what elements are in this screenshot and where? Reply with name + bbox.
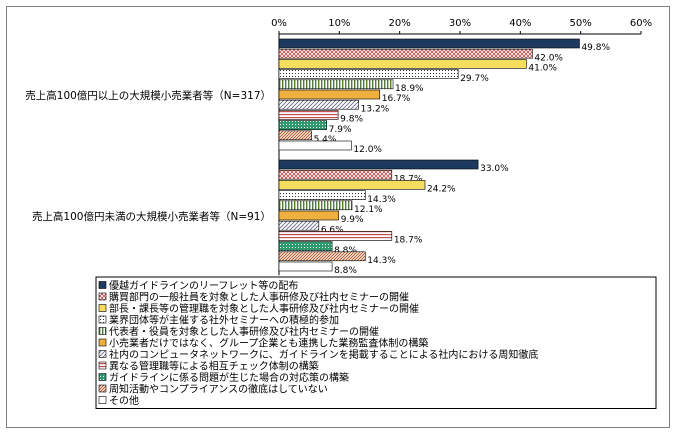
legend-label: 周知活動やコンプライアンスの徹底はしていない [109, 383, 328, 396]
bar [278, 140, 352, 151]
x-tick-label: 20% [389, 18, 411, 29]
data-label: 14.3% [367, 195, 396, 205]
legend-label: 部長・課長等の管理職を対象とした人事研修及び社内セミナーの開催 [109, 302, 419, 315]
data-label: 8.8% [334, 246, 357, 256]
legend-swatch [98, 292, 107, 301]
data-label: 12.1% [354, 205, 383, 215]
bar [278, 200, 353, 211]
chart-frame [6, 6, 670, 428]
legend-label: 業界団体等が主催する社外セミナーへの積極的参加 [109, 314, 339, 327]
bar [278, 261, 333, 272]
bar [278, 210, 340, 221]
legend-swatch [98, 373, 107, 381]
data-label: 18.7% [394, 236, 423, 246]
bar [278, 241, 333, 251]
legend-label: ガイドラインに係る問題が生じた場合の対応策の構築 [109, 371, 349, 384]
x-tick-label: 60% [630, 18, 652, 29]
legend-swatch [98, 361, 107, 370]
legend-swatch [98, 327, 107, 335]
legend-label: 社内のコンピュータネットワークに、ガイドラインを掲載することによる社内における周… [109, 348, 538, 361]
bar [278, 38, 580, 49]
data-label: 5.4% [314, 135, 337, 145]
x-tick-label: 50% [570, 18, 592, 29]
data-label: 9.9% [341, 215, 364, 225]
bar [278, 220, 320, 231]
legend-box [95, 276, 657, 409]
data-label: 41.0% [528, 64, 557, 74]
legend-swatch [98, 315, 107, 324]
bar [278, 130, 312, 141]
category-label: 売上高100億円未満の大規模小売業者等（N=91） [32, 210, 271, 223]
bar [278, 59, 527, 69]
data-label: 18.7% [394, 174, 423, 184]
bar [278, 120, 327, 130]
data-label: 33.0% [480, 164, 509, 174]
data-label: 12.0% [353, 145, 382, 155]
data-label: 16.7% [382, 94, 411, 104]
data-label: 42.0% [534, 53, 563, 63]
bar [278, 110, 339, 120]
category-label: 売上高100億円以上の大規模小売業者等（N=317） [25, 89, 271, 102]
data-label: 24.2% [427, 185, 456, 195]
bar [278, 159, 479, 170]
bar [278, 48, 533, 59]
bar [278, 79, 394, 90]
x-tick-label: 10% [328, 18, 350, 29]
data-label: 8.8% [334, 266, 357, 276]
data-label: 18.9% [395, 84, 424, 94]
legend-swatch [98, 384, 107, 393]
data-label: 6.6% [321, 225, 344, 235]
x-tick-label: 0% [271, 18, 287, 29]
bar [278, 99, 359, 110]
legend-swatch [98, 304, 107, 312]
x-tick-label: 40% [509, 18, 531, 29]
legend-swatch [98, 350, 107, 358]
legend-label: 異なる管理職等による相互チェック体制の構築 [109, 360, 319, 373]
data-label: 9.8% [340, 115, 363, 125]
data-label: 7.9% [329, 125, 352, 135]
legend-swatch [98, 281, 107, 289]
bar [278, 69, 459, 79]
data-label: 13.2% [361, 104, 390, 114]
legend-label: その他 [109, 394, 139, 407]
legend-label: 購買部門の一般社員を対象とした人事研修及び社内セミナーの開催 [109, 291, 409, 304]
bar [278, 169, 393, 180]
legend-swatch [98, 338, 107, 347]
legend-label: 優越ガイドラインのリーフレット等の配布 [109, 279, 298, 292]
data-label: 14.3% [367, 256, 396, 266]
bar [278, 89, 381, 100]
data-label: 49.8% [581, 43, 610, 53]
legend-label: 小売業者だけではなく、グループ企業とも連携した業務監査体制の構築 [109, 337, 428, 350]
x-tick-label: 30% [449, 18, 471, 29]
bar [278, 180, 426, 190]
data-label: 29.7% [460, 74, 489, 84]
bar [278, 251, 366, 262]
legend-swatch [98, 396, 107, 404]
bar [278, 231, 393, 241]
bar [278, 190, 366, 200]
legend-label: 代表者・役員を対象とした人事研修及び社内セミナーの開催 [109, 325, 379, 338]
